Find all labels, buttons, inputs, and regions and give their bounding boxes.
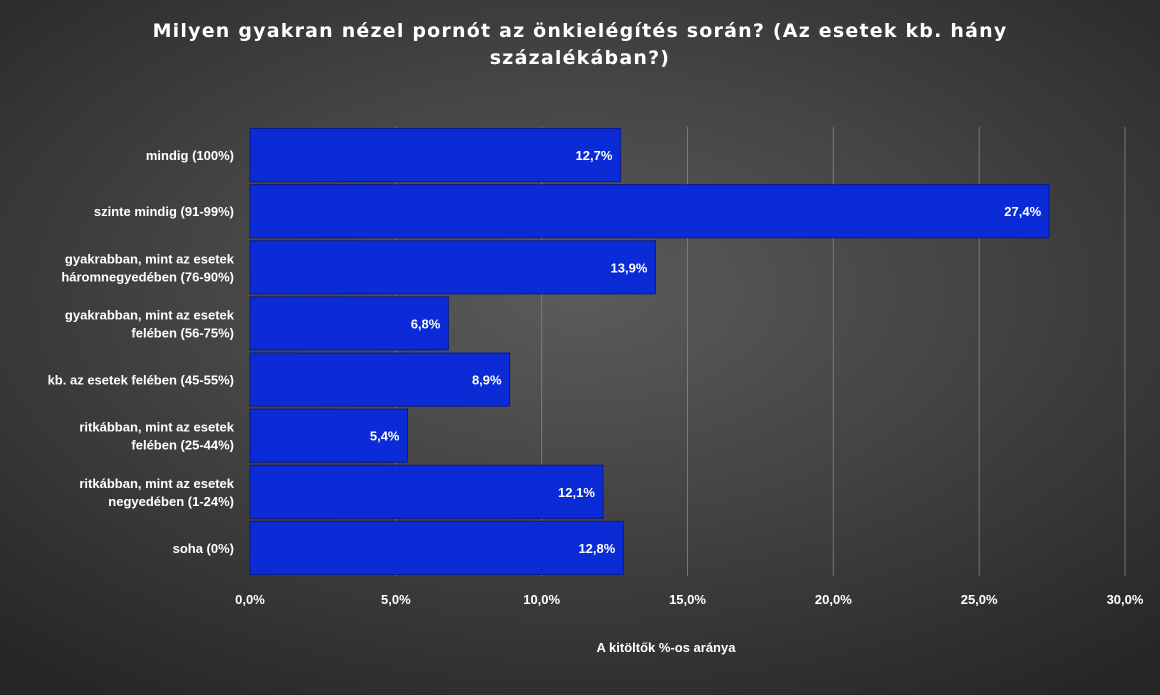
data-label: 12,7% xyxy=(576,148,613,163)
data-label: 8,9% xyxy=(472,373,502,388)
category-label: szinte mindig (91-99%) xyxy=(94,204,234,219)
category-label: gyakrabban, mint az esetek háromnegyedébe… xyxy=(61,251,234,284)
data-label: 6,8% xyxy=(411,316,441,331)
data-label: 13,9% xyxy=(611,260,648,275)
data-label: 27,4% xyxy=(1004,204,1041,219)
bar xyxy=(249,128,621,183)
category-label-line: felében (56-75%) xyxy=(131,325,234,340)
category-label: gyakrabban, mint az esetek felében (56-75… xyxy=(65,307,235,340)
category-label: ritkábban, mint az esetek negyedében (1-2… xyxy=(79,476,234,509)
category-label-line: felében (25-44%) xyxy=(131,438,234,453)
x-axis-title: A kitöltők %-os aránya xyxy=(597,640,737,655)
category-labels: mindig (100%) szinte mindig (91-99%) gyakr… xyxy=(48,148,235,556)
category-label: mindig (100%) xyxy=(146,148,234,163)
category-label-line: ritkábban, mint az esetek xyxy=(79,420,234,435)
data-label: 5,4% xyxy=(370,429,400,444)
x-tick-label: 25,0% xyxy=(961,592,998,607)
category-label: soha (0%) xyxy=(173,541,234,556)
data-label: 12,1% xyxy=(558,485,595,500)
category-label-line: gyakrabban, mint az esetek xyxy=(65,251,235,266)
bar xyxy=(249,184,1050,239)
x-tick-label: 10,0% xyxy=(523,592,560,607)
category-label-line: soha (0%) xyxy=(173,541,234,556)
category-label-line: kb. az esetek felében (45-55%) xyxy=(48,373,234,388)
category-label-line: gyakrabban, mint az esetek xyxy=(65,307,235,322)
bar xyxy=(249,408,408,463)
category-label-line: ritkábban, mint az esetek xyxy=(79,476,234,491)
bars: 12,7% 27,4% 13,9% 6,8% 8,9% 5,4% 12,1% 12,8% xyxy=(249,128,1050,575)
bar xyxy=(249,464,604,519)
bar xyxy=(249,352,511,407)
category-label-line: negyedében (1-24%) xyxy=(108,494,234,509)
bar xyxy=(249,240,656,295)
bar xyxy=(249,296,449,351)
category-label-line: háromnegyedében (76-90%) xyxy=(61,269,234,284)
category-label: kb. az esetek felében (45-55%) xyxy=(48,373,234,388)
x-tick-label: 20,0% xyxy=(815,592,852,607)
x-tick-labels: 0,0% 5,0% 10,0% 15,0% 20,0% 25,0% 30,0% xyxy=(235,592,1144,607)
category-label: ritkábban, mint az esetek felében (25-44%… xyxy=(79,420,234,453)
x-tick-label: 30,0% xyxy=(1107,592,1144,607)
x-tick-label: 5,0% xyxy=(381,592,411,607)
category-label-line: szinte mindig (91-99%) xyxy=(94,204,234,219)
x-tick-label: 0,0% xyxy=(235,592,265,607)
chart-title: Milyen gyakran nézel pornót az önkielégí… xyxy=(152,20,1008,69)
bar xyxy=(249,520,624,575)
x-tick-label: 15,0% xyxy=(669,592,706,607)
category-label-line: mindig (100%) xyxy=(146,148,234,163)
data-label: 12,8% xyxy=(578,541,615,556)
